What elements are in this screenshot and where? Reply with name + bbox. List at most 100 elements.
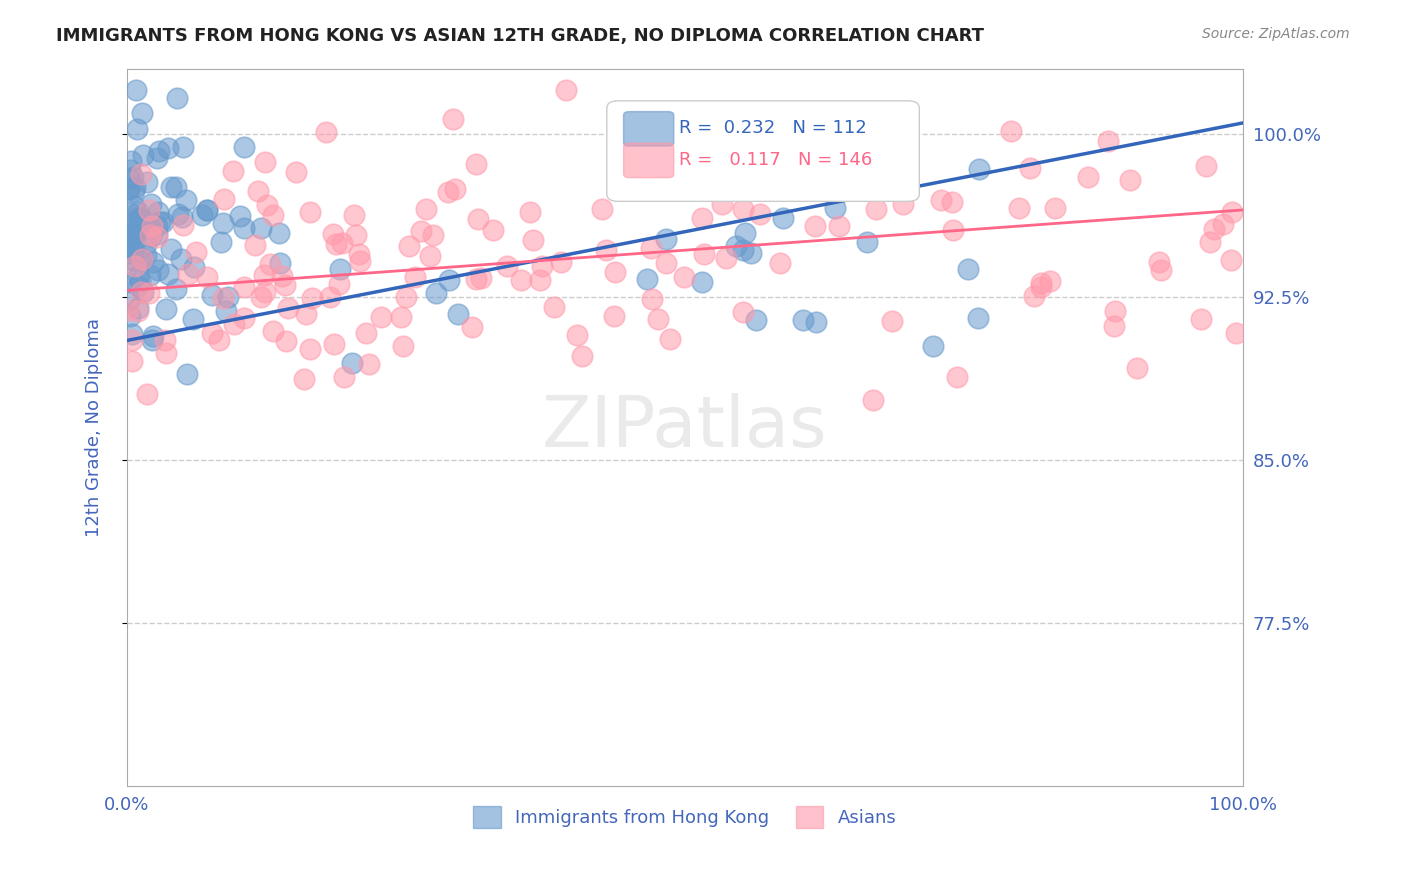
Point [118,309,141,323]
Point [461,320,484,334]
Point [1102,319,1125,334]
Point [152,215,174,229]
Point [120,244,142,258]
Point [655,232,678,246]
FancyBboxPatch shape [607,101,920,202]
Point [156,268,179,282]
Point [510,273,533,287]
Point [565,328,588,343]
Point [184,244,207,259]
Point [127,278,149,293]
Point [329,262,352,277]
Point [183,312,205,326]
Point [155,345,177,359]
Point [315,125,337,139]
Point [138,286,160,301]
Point [344,228,367,243]
Point [395,290,418,304]
Point [419,249,441,263]
Point [201,326,224,340]
Point [1220,253,1243,268]
Point [172,211,194,225]
Point [595,243,617,257]
Point [253,285,276,299]
Point [398,239,420,253]
Point [183,260,205,274]
Point [637,272,659,286]
Point [740,246,762,260]
Point [212,291,235,305]
Point [957,262,980,277]
Point [274,334,297,349]
Point [174,193,197,207]
Point [921,338,943,352]
Point [131,105,153,120]
Point [149,214,172,228]
Point [571,349,593,363]
Point [277,301,299,315]
Point [141,219,163,233]
Point [882,314,904,328]
Point [349,247,371,261]
Point [1225,326,1247,341]
Point [1029,279,1052,293]
Point [298,342,321,356]
Point [763,133,786,147]
Point [969,162,991,177]
Point [271,269,294,284]
FancyBboxPatch shape [623,144,673,178]
Point [195,202,218,217]
Point [301,291,323,305]
Point [165,180,187,194]
Point [139,196,162,211]
Point [333,369,356,384]
Point [146,230,169,244]
Point [603,309,626,323]
Point [285,164,308,178]
Point [120,153,142,168]
Point [121,228,143,243]
Point [146,219,169,234]
Point [233,280,256,294]
Point [891,196,914,211]
Point [141,333,163,347]
Point [167,207,190,221]
Point [229,209,252,223]
Point [125,122,148,136]
Point [1189,312,1212,326]
Point [292,372,315,386]
Point [640,241,662,255]
Point [804,219,827,234]
Point [121,170,143,185]
Point [135,236,157,251]
Point [120,237,142,252]
Point [129,167,152,181]
Point [212,192,235,206]
Point [322,227,344,242]
Point [124,83,146,97]
Point [135,247,157,261]
Point [325,237,347,252]
Point [470,271,492,285]
Point [941,194,963,209]
Point [253,268,276,282]
Point [1104,304,1126,318]
Point [124,180,146,194]
Point [131,212,153,227]
Point [443,112,465,127]
Point [693,247,716,261]
Point [121,333,143,347]
Point [146,151,169,165]
Point [146,205,169,219]
Point [160,180,183,194]
Point [157,141,180,155]
Point [437,273,460,287]
Point [724,239,747,253]
Point [856,124,879,138]
Point [212,217,235,231]
Point [447,306,470,320]
Point [148,263,170,277]
Point [250,221,273,235]
Point [262,324,284,338]
Point [208,333,231,347]
